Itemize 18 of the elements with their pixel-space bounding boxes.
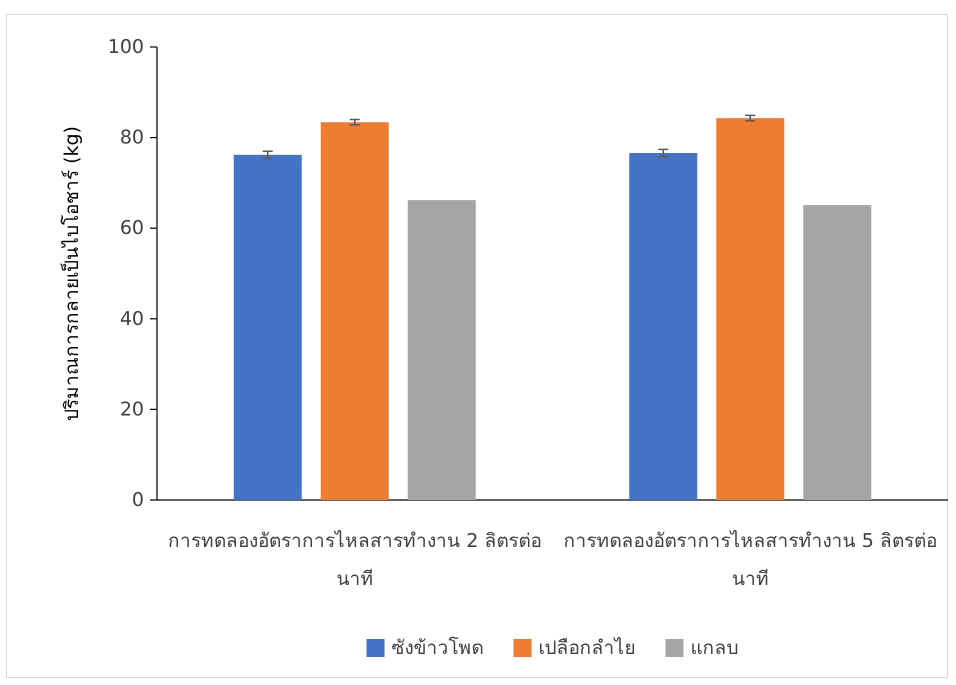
y-tick-label: 60 [120,217,144,240]
x-tick-label: การทดลองอัตราการไหลสารทำงาน 2 ลิตรต่อนาที [167,529,542,592]
y-tick-label: 80 [120,126,144,149]
bar [234,154,302,500]
y-tick-label: 100 [108,36,144,58]
y-tick-label: 20 [120,398,144,420]
x-tick-label: การทดลองอัตราการไหลสารทำงาน 5 ลิตรต่อนาที [562,529,938,592]
bar [629,153,698,500]
bar [803,205,872,500]
legend-label: แกลบ [690,637,738,659]
legend-label: ซังข้าวโพด [392,636,484,659]
bar [320,122,389,500]
legend-label: เปลือกลำไย [538,637,636,659]
bar [408,200,476,500]
y-axis-title: ปริมาณการกลายเป็นไบโอชาร์ (kg) [59,126,83,421]
y-tick-label: 40 [120,308,144,330]
bar [716,118,784,500]
y-tick-label: 0 [132,489,144,511]
